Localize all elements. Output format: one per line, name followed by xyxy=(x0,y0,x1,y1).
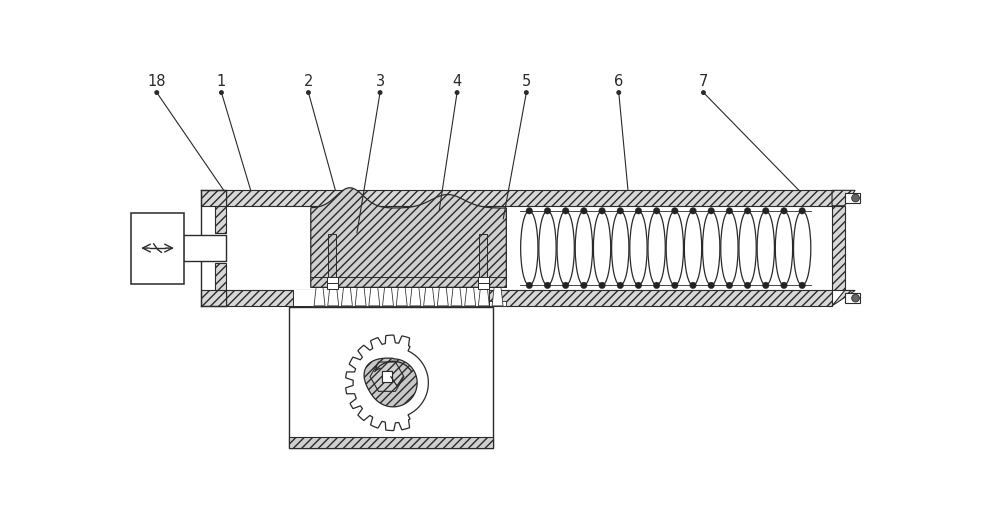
Circle shape xyxy=(726,282,733,289)
Circle shape xyxy=(581,207,587,214)
Circle shape xyxy=(616,90,621,95)
Polygon shape xyxy=(451,288,462,306)
Circle shape xyxy=(763,207,769,214)
Circle shape xyxy=(306,90,311,95)
Circle shape xyxy=(701,90,706,95)
Circle shape xyxy=(708,282,714,289)
Polygon shape xyxy=(424,288,435,306)
Circle shape xyxy=(219,90,224,95)
Circle shape xyxy=(544,207,551,214)
Bar xyxy=(201,290,226,306)
Circle shape xyxy=(744,282,751,289)
Polygon shape xyxy=(369,288,380,306)
Circle shape xyxy=(544,282,551,289)
Circle shape xyxy=(526,282,533,289)
Circle shape xyxy=(599,207,605,214)
Polygon shape xyxy=(328,288,339,306)
Bar xyxy=(328,234,336,277)
Polygon shape xyxy=(465,288,476,306)
Circle shape xyxy=(562,282,569,289)
Text: 1: 1 xyxy=(217,75,226,90)
Polygon shape xyxy=(832,290,855,306)
Bar xyxy=(289,307,493,448)
Bar xyxy=(289,437,493,448)
Circle shape xyxy=(455,90,460,95)
Polygon shape xyxy=(346,335,428,430)
Polygon shape xyxy=(383,288,393,306)
Text: 7: 7 xyxy=(699,75,708,90)
Circle shape xyxy=(653,282,660,289)
Text: 18: 18 xyxy=(148,75,166,90)
Circle shape xyxy=(799,282,805,289)
Polygon shape xyxy=(832,190,855,206)
Polygon shape xyxy=(341,288,352,306)
Circle shape xyxy=(581,282,587,289)
Bar xyxy=(382,371,392,382)
Circle shape xyxy=(852,294,859,302)
Bar xyxy=(478,283,489,289)
Polygon shape xyxy=(437,288,448,306)
Circle shape xyxy=(635,207,642,214)
Circle shape xyxy=(852,194,859,202)
Bar xyxy=(479,234,487,277)
Text: 6: 6 xyxy=(614,75,623,90)
Circle shape xyxy=(672,207,678,214)
Bar xyxy=(382,371,392,382)
Bar xyxy=(226,190,832,206)
Bar xyxy=(327,283,338,289)
Polygon shape xyxy=(311,188,506,288)
Circle shape xyxy=(672,282,678,289)
Circle shape xyxy=(562,207,569,214)
Polygon shape xyxy=(215,190,226,233)
Bar xyxy=(183,235,226,261)
Circle shape xyxy=(653,207,660,214)
Polygon shape xyxy=(832,206,845,290)
Bar xyxy=(478,277,489,283)
Text: 4: 4 xyxy=(452,75,462,90)
Circle shape xyxy=(524,90,529,95)
Polygon shape xyxy=(314,288,325,306)
Circle shape xyxy=(617,207,623,214)
Polygon shape xyxy=(410,288,421,306)
Bar xyxy=(293,290,489,306)
Polygon shape xyxy=(492,288,503,306)
Bar xyxy=(327,277,338,283)
Bar xyxy=(201,190,226,206)
Bar xyxy=(845,193,860,203)
Circle shape xyxy=(526,207,533,214)
Bar xyxy=(226,290,832,306)
Circle shape xyxy=(744,207,751,214)
Circle shape xyxy=(708,207,714,214)
Circle shape xyxy=(154,90,159,95)
Circle shape xyxy=(690,207,696,214)
Polygon shape xyxy=(355,288,366,306)
Circle shape xyxy=(781,282,787,289)
Polygon shape xyxy=(478,288,489,306)
Text: 3: 3 xyxy=(375,75,385,90)
Polygon shape xyxy=(396,288,407,306)
Circle shape xyxy=(690,282,696,289)
Circle shape xyxy=(635,282,642,289)
Circle shape xyxy=(763,282,769,289)
Bar xyxy=(845,293,860,303)
Circle shape xyxy=(781,207,787,214)
Polygon shape xyxy=(370,362,404,391)
Circle shape xyxy=(599,282,605,289)
Polygon shape xyxy=(215,264,226,306)
Text: 2: 2 xyxy=(304,75,313,90)
Polygon shape xyxy=(364,358,417,407)
Text: 5: 5 xyxy=(522,75,531,90)
Circle shape xyxy=(726,207,733,214)
Circle shape xyxy=(799,207,805,214)
Bar xyxy=(131,213,184,283)
Circle shape xyxy=(378,90,383,95)
Circle shape xyxy=(617,282,623,289)
Bar xyxy=(311,301,506,306)
